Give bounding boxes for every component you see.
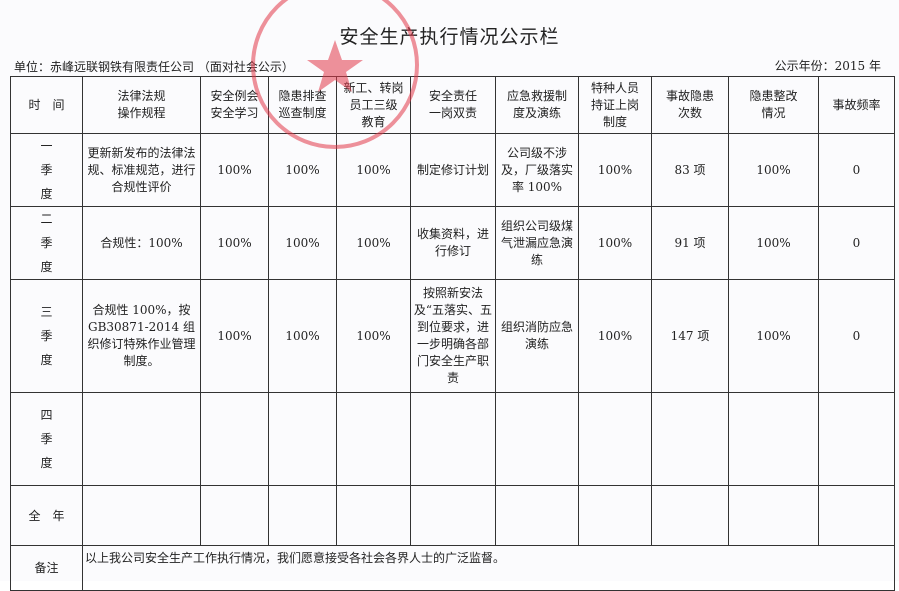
table-cell [82,392,201,486]
table-cell: 100% [728,206,819,280]
table-cell [200,485,269,546]
table-cell: 0 [818,206,895,280]
note-row: 备注 以上我公司安全生产工作执行情况，我们愿意接受各社会各界人士的广泛监督。 [10,545,895,591]
document-title: 安全生产执行情况公示栏 [339,26,560,48]
table-cell: 100% [578,279,652,393]
note-text: 以上我公司安全生产工作执行情况，我们愿意接受各社会各界人士的广泛监督。 [82,545,895,591]
table-cell: 0 [818,279,895,393]
safety-table: 时 间法律法规 操作规程 安全例会 安全学习 隐患排查 巡查制度 新工、转岗 员工三级… [10,76,895,591]
table-cell [336,485,411,546]
table-cell: 100% [268,133,337,207]
table-cell: 组织消防应急演练 [495,279,579,393]
table-cell: 100% [336,279,411,393]
column-header: 隐患整改 情况 [728,76,819,134]
table-cell: 收集资料，进行修订 [410,206,496,280]
header-row: 时 间法律法规 操作规程 安全例会 安全学习 隐患排查 巡查制度 新工、转岗 员工三级… [10,76,895,134]
table-cell: 组织公司级煤气泄漏应急演练 [495,206,579,280]
table-cell: 公司级不涉及，厂级落实率 100% [495,133,579,207]
table-cell: 83 项 [651,133,729,207]
table-cell: 100% [728,133,819,207]
table-cell: 100% [578,133,652,207]
table-cell [200,392,269,486]
table-cell: 制定修订计划 [410,133,496,207]
column-header: 特种人员 持证上岗 制度 [578,76,652,134]
table-cell [818,392,895,486]
table-cell [651,485,729,546]
table-row: 三 季 度合规性 100%，按 GB30871-2014 组织修订特殊作业管理制… [10,279,895,393]
table-cell [651,392,729,486]
table-cell: 100% [578,206,652,280]
table-cell: 100% [728,279,819,393]
table-cell [336,392,411,486]
table-cell [728,392,819,486]
table-cell [728,485,819,546]
table-cell [410,392,496,486]
table-row: 全 年 [10,485,895,546]
table-cell: 更新新发布的法律法规、标准规范，进行合规性评价 [82,133,201,207]
table-cell: 91 项 [651,206,729,280]
table-cell: 147 项 [651,279,729,393]
table-cell: 合规性：100% [82,206,201,280]
table-cell [268,392,337,486]
column-header: 时 间 [10,76,83,134]
period-cell: 全 年 [10,485,83,546]
table-cell [410,485,496,546]
column-header: 应急救援制 度及演练 [495,76,579,134]
table-cell: 100% [268,279,337,393]
table-cell [268,485,337,546]
table-row: 二 季 度合规性：100% 100% 100% 100% 收集资料，进行修订 组织公司级煤… [10,206,895,280]
column-header: 法律法规 操作规程 [82,76,201,134]
unit-line: 单位：赤峰远联钢铁有限责任公司 （面对社会公示） [14,60,294,74]
table-cell: 100% [336,206,411,280]
table-cell [495,485,579,546]
column-header: 新工、转岗 员工三级 教育 [336,76,411,134]
table-cell [578,485,652,546]
table-row: 一 季 度更新新发布的法律法规、标准规范，进行合规性评价 100% 100% 100%… [10,133,895,207]
period-cell: 四 季 度 [10,392,83,486]
period-cell: 二 季 度 [10,206,83,280]
period-cell: 三 季 度 [10,279,83,393]
table-cell: 0 [818,133,895,207]
column-header: 事故频率 [818,76,895,134]
table-cell: 100% [200,133,269,207]
column-header: 安全例会 安全学习 [200,76,269,134]
table-cell: 合规性 100%，按 GB30871-2014 组织修订特殊作业管理制度。 [82,279,201,393]
table-row: 四 季 度 [10,392,895,486]
table-cell: 按照新安法及“五落实、五到位要求，进一步明确各部门安全生产职责 [410,279,496,393]
column-header: 隐患排查 巡查制度 [268,76,337,134]
table-cell: 100% [200,206,269,280]
table-cell [578,392,652,486]
table-cell [495,392,579,486]
table-cell [818,485,895,546]
table-cell: 100% [268,206,337,280]
table-cell: 100% [200,279,269,393]
column-header: 安全责任 一岗双责 [410,76,496,134]
period-cell: 一 季 度 [10,133,83,207]
table-cell: 100% [336,133,411,207]
note-label: 备注 [10,545,83,591]
table-cell [82,485,201,546]
year-line: 公示年份：2015 年 [774,59,881,73]
column-header: 事故隐患 次数 [651,76,729,134]
